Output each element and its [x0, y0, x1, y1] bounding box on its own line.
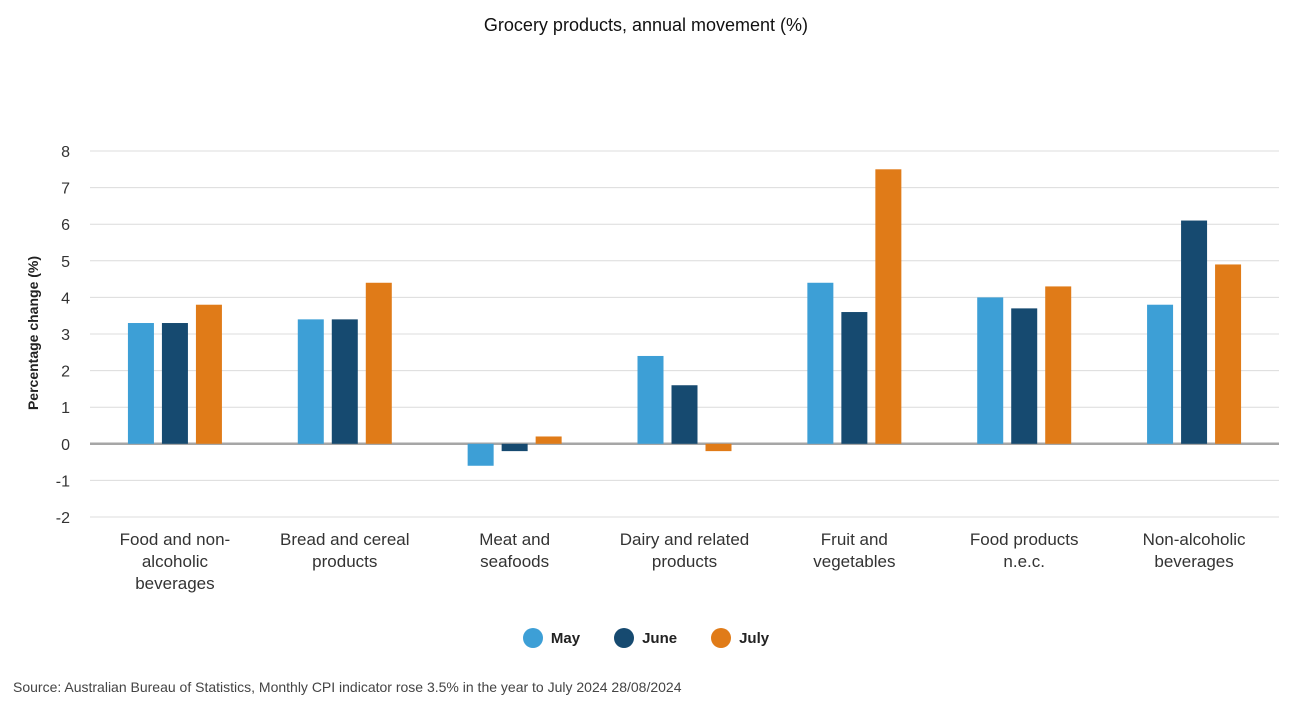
bar-june [161, 323, 188, 444]
bar-july [1045, 286, 1072, 444]
bar-may [467, 443, 494, 466]
x-tick-label: Food and non-alcoholic beverages [120, 530, 231, 593]
chart-title: Grocery products, annual movement (%) [483, 15, 809, 35]
legend-swatch [522, 628, 543, 648]
legend-label: July [739, 629, 770, 647]
bar-may [127, 323, 154, 444]
bar-july [535, 436, 562, 444]
x-tick-label: Bread and cereal products [280, 530, 409, 571]
y-tick-label: 1 [61, 400, 70, 417]
bar-may [807, 282, 834, 444]
legend-swatch [614, 628, 635, 648]
y-axis-label: Percentage change (%) [25, 256, 41, 410]
y-tick-label: 3 [61, 327, 70, 344]
legend-swatch [711, 628, 732, 648]
y-tick-label: 2 [61, 364, 70, 381]
bar-july [875, 169, 902, 444]
source-note: Source: Australian Bureau of Statistics,… [13, 679, 682, 695]
y-tick-label: 7 [61, 181, 70, 198]
legend-label: June [642, 629, 678, 647]
bar-june [671, 385, 698, 444]
bar-july [1215, 264, 1242, 444]
bar-may [297, 319, 324, 444]
bar-may [637, 355, 664, 444]
bar-june [501, 443, 528, 452]
y-tick-label: -2 [56, 510, 70, 527]
x-axis-labels: Food and non-alcoholic beverages Bread and… [120, 530, 1246, 593]
y-tick-label: 4 [61, 290, 70, 307]
bar-june [331, 319, 358, 444]
y-tick-label: -1 [56, 473, 70, 490]
y-axis-ticks: -2 -1 0 1 2 3 4 5 6 7 8 [56, 144, 70, 527]
y-tick-label: 5 [61, 254, 70, 271]
legend: May June July [0, 628, 1292, 648]
x-tick-label: Dairy and related products [620, 530, 749, 571]
bar-july [705, 443, 732, 452]
y-tick-label: 0 [61, 437, 70, 454]
legend-item-may: May [522, 628, 581, 648]
x-tick-label: Non-alcoholic beverages [1143, 530, 1246, 571]
y-tick-label: 6 [61, 217, 70, 234]
x-tick-label: Fruit and vegetables [813, 530, 895, 571]
bar-june [1011, 308, 1038, 444]
y-tick-label: 8 [61, 144, 70, 161]
bar-may [1147, 304, 1174, 444]
bar-july [365, 282, 392, 444]
gridlines [90, 150, 1279, 518]
legend-label: May [550, 629, 581, 647]
bar-june [841, 312, 868, 444]
legend-item-july: July [711, 628, 769, 648]
bar-may [977, 297, 1004, 444]
x-tick-label: Food products n.e.c. [970, 530, 1079, 571]
bars [127, 169, 1242, 466]
bar-june [1181, 220, 1208, 444]
bar-july [195, 304, 222, 444]
legend-item-june: June [614, 628, 677, 648]
x-tick-label: Meat and seafoods [479, 530, 550, 571]
